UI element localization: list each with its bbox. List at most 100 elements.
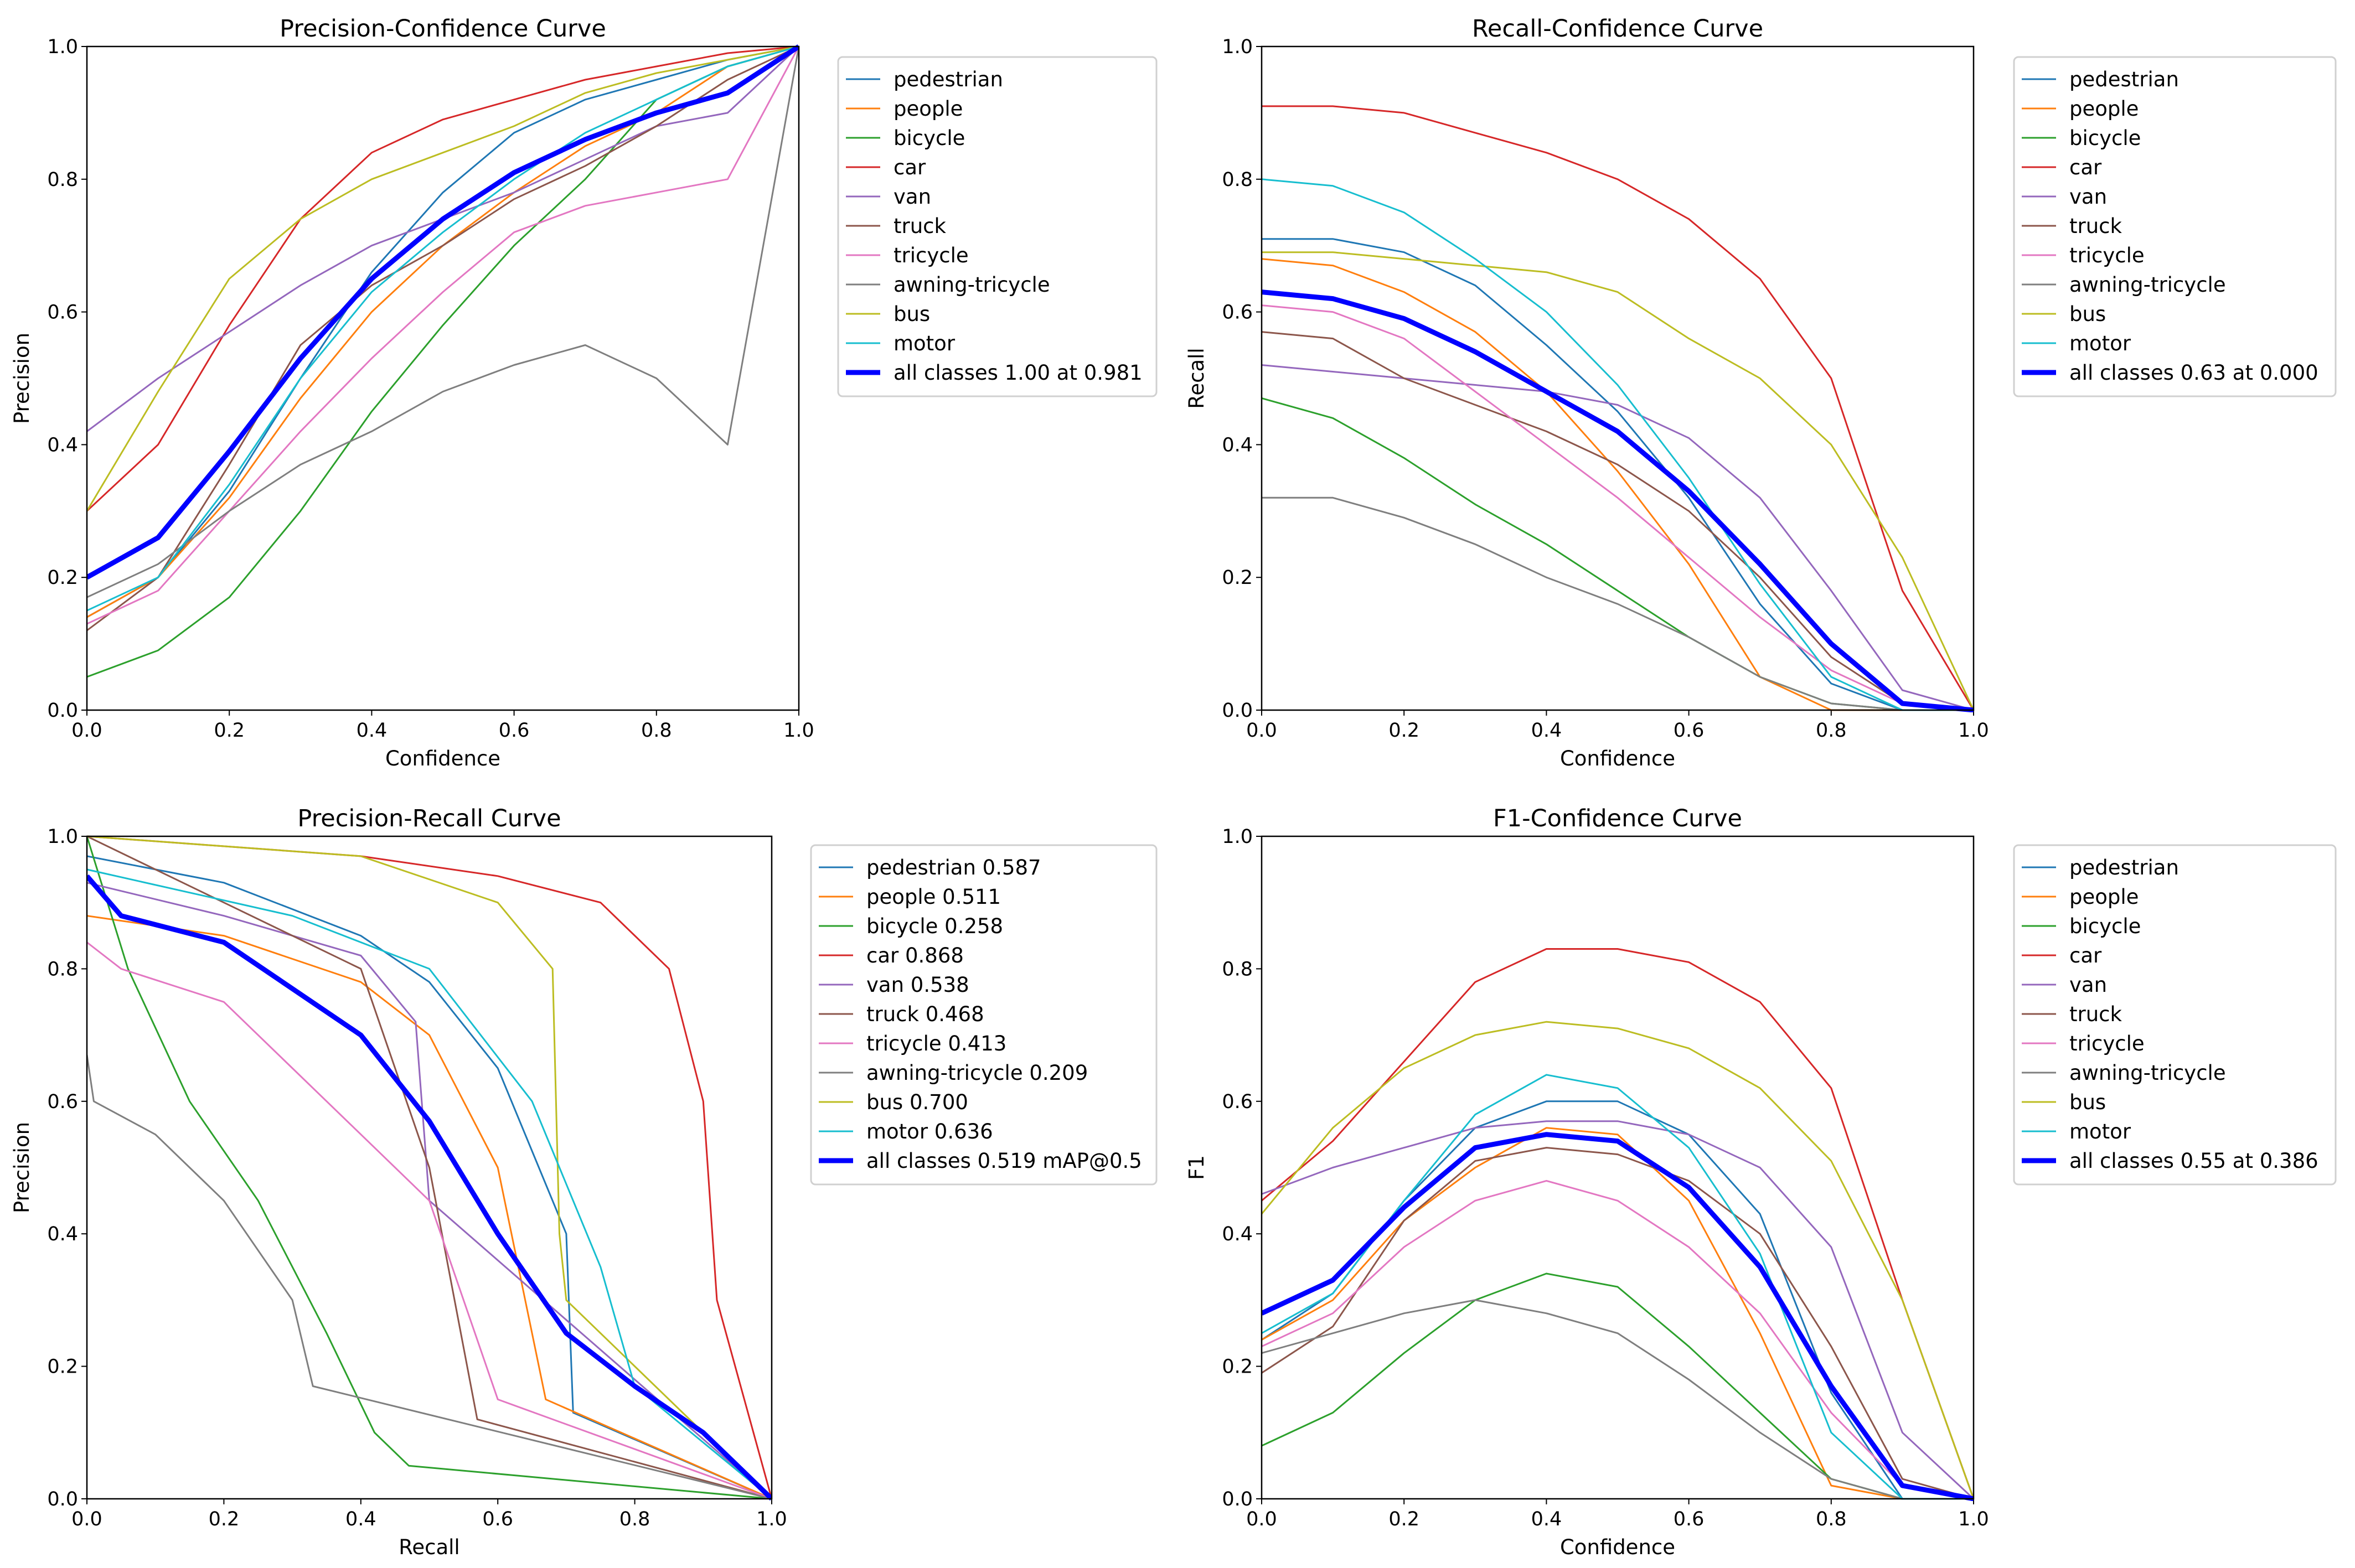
y-tick-label: 0.4 <box>1222 1223 1253 1245</box>
plot-frame <box>86 45 800 711</box>
series-line-van <box>1262 1120 1974 1500</box>
series-line-motor <box>87 45 799 612</box>
legend-label-van: van <box>2069 185 2107 209</box>
series-line-motor <box>1262 178 1974 711</box>
y-tick-label: 0.4 <box>1222 434 1253 456</box>
legend-label-car: car <box>2069 156 2102 179</box>
series-lines <box>87 44 799 678</box>
legend-label-bicycle: bicycle <box>2069 126 2141 150</box>
series-line-truck <box>1262 1147 1974 1500</box>
y-tick-label: 0.2 <box>1222 567 1253 589</box>
legend-label-awning-tricycle: awning-tricycle <box>2069 273 2226 297</box>
y-tick-label: 1.0 <box>47 826 78 848</box>
legend-label-tricycle: tricycle 0.413 <box>866 1032 1006 1055</box>
legend-label-pedestrian: pedestrian 0.587 <box>866 856 1041 879</box>
chart-title: Recall-Confidence Curve <box>1472 15 1763 43</box>
y-tick-label: 0.2 <box>47 1356 78 1378</box>
legend: pedestrian 0.587 people 0.511 bicycle 0.25… <box>810 844 1158 1186</box>
legend-label-awning-tricycle: awning-tricycle <box>2069 1061 2226 1085</box>
legend-label-tricycle: tricycle <box>2069 1032 2145 1055</box>
chart-title: F1-Confidence Curve <box>1493 805 1742 832</box>
y-tick-label: 0.6 <box>1222 302 1253 324</box>
series-line-tricycle <box>87 46 799 625</box>
plot-frame <box>1261 45 1975 711</box>
legend-label-all: all classes 0.519 mAP@0.5 <box>866 1149 1142 1173</box>
legend: pedestrian people bicycle car van truck tricyc… <box>2013 844 2337 1186</box>
legend-label-all: all classes 1.00 at 0.981 <box>894 361 1143 385</box>
x-tick-label: 1.0 <box>783 720 814 742</box>
series-line-truck <box>87 835 772 1500</box>
x-axis-label: Recall <box>399 1535 459 1559</box>
legend-label-bus: bus <box>2069 302 2106 326</box>
series-line-awning-tricycle <box>87 46 799 598</box>
legend-label-awning-tricycle: awning-tricycle 0.209 <box>866 1061 1088 1085</box>
series-line-bus <box>87 835 772 1500</box>
legend-label-people: people <box>894 97 963 121</box>
legend-label-motor: motor <box>2069 332 2131 355</box>
legend-label-all: all classes 0.63 at 0.000 <box>2069 361 2318 385</box>
legend-label-people: people <box>2069 97 2139 121</box>
legend-label-truck: truck <box>894 214 947 238</box>
chart-title: Precision-Confidence Curve <box>280 15 606 43</box>
legend-label-motor: motor 0.636 <box>866 1120 993 1143</box>
x-tick-label: 0.4 <box>345 1508 376 1530</box>
y-tick-label: 0.4 <box>47 1223 78 1245</box>
x-tick-label: 0.2 <box>1388 1508 1419 1530</box>
plot-frame <box>1261 835 1975 1500</box>
legend-label-bicycle: bicycle <box>2069 914 2141 938</box>
legend-label-people: people <box>2069 885 2139 909</box>
legend-label-truck: truck <box>2069 214 2122 238</box>
x-tick-label: 0.8 <box>619 1508 650 1530</box>
series-line-car <box>87 835 772 1499</box>
legend-label-van: van <box>894 185 931 209</box>
series-line-bus <box>1262 251 1974 711</box>
series-line-bicycle <box>87 836 772 1500</box>
x-tick-label: 1.0 <box>1958 1508 1989 1530</box>
series-lines <box>1262 105 1974 712</box>
series-line-pedestrian <box>1262 238 1974 711</box>
legend-label-all: all classes 0.55 at 0.386 <box>2069 1149 2318 1173</box>
x-axis-label: Confidence <box>385 747 500 770</box>
legend-label-car: car 0.868 <box>866 944 964 967</box>
y-tick-label: 0.6 <box>47 302 78 324</box>
y-tick-label: 0.6 <box>1222 1091 1253 1113</box>
series-line-truck <box>87 45 799 632</box>
legend-label-pedestrian: pedestrian <box>894 68 1003 91</box>
y-axis-label: Precision <box>10 1122 34 1213</box>
series-line-car <box>1262 105 1974 711</box>
x-tick-label: 0.4 <box>1531 1508 1562 1530</box>
legend-box <box>810 844 1158 1186</box>
series-line-all <box>87 874 772 1501</box>
y-tick-label: 0.0 <box>47 700 78 722</box>
legend-label-motor: motor <box>2069 1120 2131 1143</box>
y-tick-label: 0.8 <box>47 169 78 191</box>
chart-panel-2: Precision-Recall Curve Recall Precision 0.0… <box>10 805 1158 1559</box>
x-tick-label: 0.8 <box>1816 1508 1847 1530</box>
x-tick-label: 0.4 <box>1531 720 1562 742</box>
y-tick-label: 0.8 <box>1222 169 1253 191</box>
series-line-van <box>87 882 772 1500</box>
x-tick-label: 0.4 <box>357 720 388 742</box>
x-tick-label: 0.6 <box>482 1508 513 1530</box>
series-line-awning-tricycle <box>1262 1299 1974 1500</box>
y-tick-label: 1.0 <box>47 36 78 58</box>
legend-label-van: van <box>2069 973 2107 997</box>
x-tick-label: 0.8 <box>641 720 672 742</box>
x-tick-label: 0.2 <box>209 1508 240 1530</box>
legend-label-bus: bus <box>2069 1090 2106 1114</box>
y-tick-label: 1.0 <box>1222 36 1253 58</box>
series-line-all <box>1262 289 1974 712</box>
legend-label-car: car <box>2069 944 2102 967</box>
series-line-bicycle <box>87 45 799 678</box>
y-tick-label: 0.2 <box>47 567 78 589</box>
plot-frame <box>86 835 773 1500</box>
x-tick-label: 0.8 <box>1816 720 1847 742</box>
y-tick-label: 1.0 <box>1222 826 1253 848</box>
y-tick-label: 0.4 <box>47 434 78 456</box>
chart-panel-0: Precision-Confidence Curve Confidence Prec… <box>10 15 1158 770</box>
y-tick-label: 0.0 <box>1222 700 1253 722</box>
y-tick-label: 0.0 <box>1222 1488 1253 1510</box>
y-tick-label: 0.8 <box>1222 958 1253 980</box>
series-line-tricycle <box>1262 1179 1974 1500</box>
